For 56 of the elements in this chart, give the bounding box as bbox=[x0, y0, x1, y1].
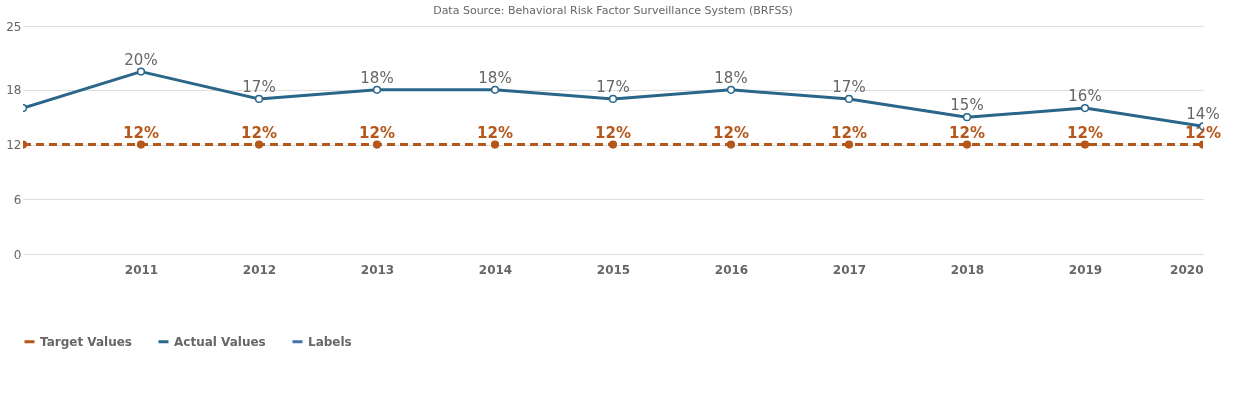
data-label: 16% bbox=[1068, 87, 1102, 106]
data-label: 12% bbox=[1067, 123, 1103, 142]
point bbox=[962, 140, 972, 149]
point bbox=[844, 140, 854, 149]
point bbox=[962, 113, 972, 122]
data-label: 17% bbox=[832, 77, 866, 96]
point bbox=[1080, 140, 1090, 149]
point bbox=[372, 140, 382, 149]
data-label: 12% bbox=[359, 123, 395, 142]
y-tick-label: 25 bbox=[6, 19, 22, 34]
point bbox=[726, 140, 736, 149]
legend-label: Labels bbox=[308, 334, 352, 349]
data-label: 18% bbox=[360, 68, 394, 87]
point bbox=[136, 140, 146, 149]
point bbox=[608, 140, 618, 149]
x-tick-label: 2015 bbox=[596, 262, 631, 277]
x-tick-label: 2020 bbox=[1170, 262, 1204, 277]
data-label: 12% bbox=[831, 123, 867, 142]
point bbox=[490, 140, 500, 149]
point bbox=[254, 94, 264, 104]
point bbox=[490, 85, 500, 94]
data-label: 17% bbox=[242, 77, 276, 96]
x-tick-label: 2013 bbox=[360, 262, 395, 277]
data-label: 12% bbox=[241, 123, 277, 142]
x-tick-label: 2011 bbox=[124, 262, 159, 277]
x-tick-label: 2012 bbox=[242, 262, 277, 277]
data-label: 18% bbox=[478, 68, 512, 87]
legend-label: Actual Values bbox=[174, 334, 266, 349]
data-label: 12% bbox=[595, 123, 631, 142]
data-label: 12% bbox=[123, 123, 159, 142]
y-tick-label: 18 bbox=[6, 83, 22, 98]
y-tick-label: 6 bbox=[13, 192, 22, 207]
chart-title: Data Source: Behavioral Risk Factor Surveillance System (BRFSS) bbox=[433, 4, 793, 17]
point bbox=[844, 94, 854, 104]
y-tick-label: 12 bbox=[6, 138, 22, 153]
x-tick-label: 2016 bbox=[714, 262, 749, 277]
data-label: 15% bbox=[950, 96, 984, 115]
x-tick-label: 2017 bbox=[832, 262, 867, 277]
point bbox=[1080, 103, 1090, 113]
data-label: 12% bbox=[477, 123, 513, 142]
data-label: 14% bbox=[1186, 105, 1220, 124]
data-label: 12% bbox=[949, 123, 985, 142]
point bbox=[726, 85, 736, 94]
data-label: 17% bbox=[596, 77, 630, 96]
data-label: 18% bbox=[714, 68, 748, 87]
legend-label: Target Values bbox=[40, 334, 132, 349]
data-label: 12% bbox=[713, 123, 749, 142]
point bbox=[136, 67, 146, 76]
x-tick-label: 2018 bbox=[950, 262, 985, 277]
point bbox=[254, 140, 264, 149]
point bbox=[608, 94, 618, 104]
y-tick-label: 0 bbox=[13, 247, 22, 262]
data-label: 20% bbox=[124, 50, 158, 69]
point bbox=[372, 85, 382, 94]
x-tick-label: 2014 bbox=[478, 262, 513, 277]
x-tick-label: 2019 bbox=[1068, 262, 1103, 277]
